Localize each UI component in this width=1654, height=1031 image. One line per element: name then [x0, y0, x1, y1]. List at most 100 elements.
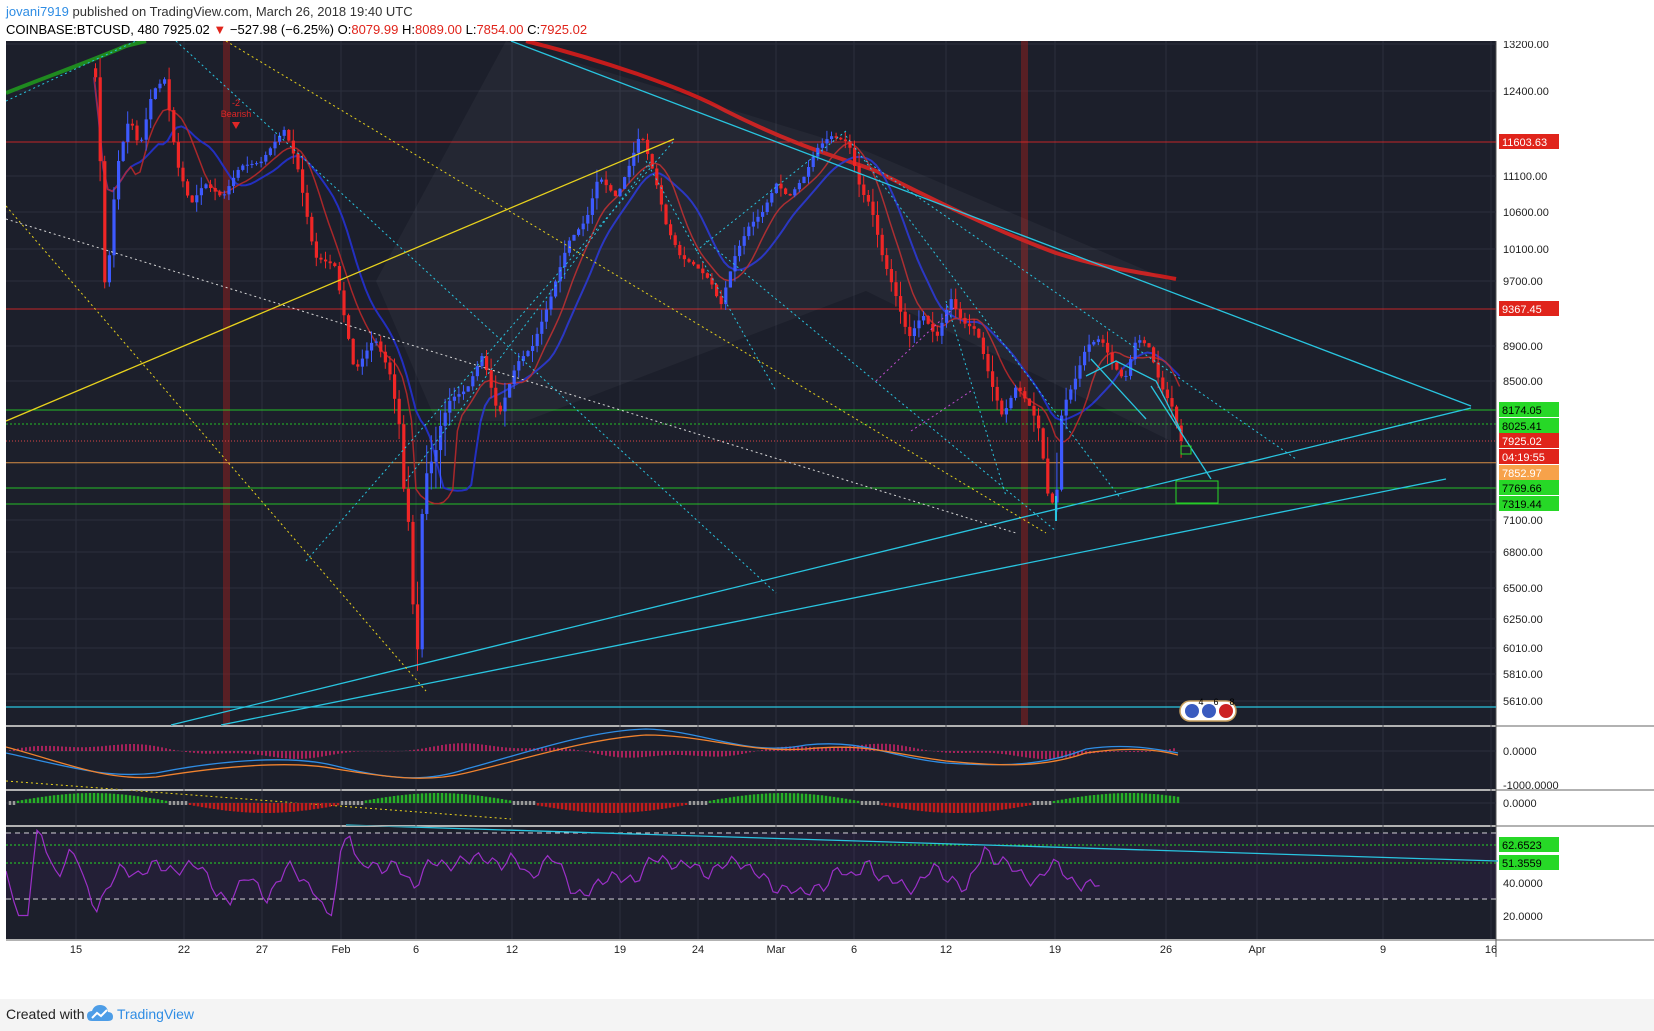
- cyan-dotted-fan-9: [945, 300, 1007, 497]
- candle-235: [1175, 406, 1179, 426]
- magenta-dotted-2: [910, 390, 972, 432]
- published-text: published on TradingView.com, March 26, …: [68, 4, 413, 19]
- shaded-region: [376, 41, 1171, 441]
- candle-198: [1004, 408, 1008, 415]
- candle-139: [733, 256, 737, 272]
- highlight-band-0: [223, 41, 230, 725]
- momentum-neutral-bars: [8, 801, 1052, 805]
- candle-52: [333, 263, 337, 267]
- price-axis-label-0: 13200.00: [1503, 41, 1549, 51]
- macd-axis-label-0: 0.0000: [1503, 746, 1537, 758]
- time-label-5: 12: [506, 944, 518, 956]
- candle-97: [540, 321, 544, 334]
- candle-56: [351, 338, 355, 365]
- candle-12: [149, 98, 153, 120]
- candle-11: [144, 119, 148, 140]
- candle-147: [770, 193, 774, 203]
- candle-62: [379, 341, 383, 352]
- candle-197: [1000, 400, 1004, 415]
- candle-153: [797, 183, 801, 190]
- candle-105: [577, 229, 581, 235]
- momentum-axis-label-0: 0.0000: [1503, 798, 1537, 810]
- candle-205: [1037, 415, 1041, 429]
- cyan-ascending-trend-2: [220, 478, 1447, 726]
- rsi-trendline: [345, 824, 1499, 862]
- price-axis-label-6: 8900.00: [1503, 341, 1543, 353]
- price-label-box-7: [1499, 480, 1559, 495]
- candle-89: [503, 397, 507, 412]
- price-axis-label-11: 6250.00: [1503, 614, 1543, 626]
- high-label: H:: [401, 22, 415, 37]
- candle-53: [337, 266, 341, 291]
- down-arrow-icon: ▼: [213, 22, 227, 37]
- candle-48: [314, 241, 318, 258]
- candle-109: [595, 181, 599, 199]
- candle-26: [213, 188, 217, 192]
- candle-181: [926, 316, 930, 324]
- tradingview-cloud-icon: [87, 1005, 113, 1021]
- candle-20: [186, 181, 190, 196]
- candle-118: [636, 138, 640, 153]
- candle-136: [719, 296, 723, 305]
- price-label-7: 7769.66: [1502, 483, 1542, 495]
- candle-94: [526, 351, 530, 357]
- candle-28: [222, 194, 226, 196]
- rsi-axis-label-0: 62.6523: [1502, 840, 1542, 852]
- candle-145: [761, 212, 765, 217]
- close-label: C:: [527, 22, 541, 37]
- rsi-axis-label-1: 51.3559: [1502, 858, 1542, 870]
- event-count-a: 4: [1198, 697, 1203, 707]
- candle-158: [820, 143, 824, 148]
- candle-208: [1050, 493, 1054, 503]
- candle-110: [600, 179, 604, 182]
- macd-pane: [6, 727, 1496, 789]
- candle-41: [282, 129, 286, 136]
- candle-193: [981, 337, 985, 354]
- candle-169: [871, 201, 875, 215]
- candle-232: [1161, 377, 1165, 390]
- candle-36: [259, 161, 263, 164]
- cyan-dotted-1: [5, 40, 137, 102]
- time-label-7: 24: [692, 944, 704, 956]
- candle-43: [291, 140, 295, 154]
- price-label-box-2: [1499, 402, 1559, 417]
- candle-8: [130, 123, 134, 126]
- candle-122: [655, 168, 659, 186]
- tradingview-brand-link[interactable]: TradingView: [117, 1006, 195, 1022]
- price-chart[interactable]: 15 22 27 Feb 6 12 19 24 Mar 6 12 19 26 Apr 9 16 13200.00…: [5, 39, 1654, 999]
- candle-201: [1018, 387, 1022, 392]
- candle-98: [544, 309, 548, 322]
- rsi-axis-label-3: 20.0000: [1503, 911, 1543, 923]
- yellow-ascending-line: [5, 138, 675, 422]
- chart-area[interactable]: 15 22 27 Feb 6 12 19 24 Mar 6 12 19 26 Apr 9 16 13200.00…: [5, 39, 1654, 999]
- candle-234: [1170, 398, 1174, 407]
- candle-80: [462, 391, 466, 395]
- candle-83: [475, 366, 479, 377]
- candle-24: [204, 184, 208, 189]
- author-link[interactable]: jovani7919: [6, 4, 69, 19]
- candle-227: [1138, 340, 1142, 343]
- ma-red-line: [93, 77, 1181, 505]
- price-label-box-0: [1499, 134, 1559, 149]
- cyan-dotted-fan-6: [845, 135, 1122, 500]
- candle-71: [420, 513, 424, 650]
- momentum-positive-bars: [16, 793, 1180, 803]
- candle-148: [774, 183, 778, 194]
- candle-177: [908, 326, 912, 337]
- candle-210: [1060, 415, 1064, 490]
- candle-149: [779, 183, 783, 189]
- candle-38: [268, 148, 272, 155]
- chart-header: jovani7919 published on TradingView.com,…: [0, 0, 1654, 40]
- candle-141: [742, 236, 746, 246]
- price-label-box-6: [1499, 465, 1559, 480]
- candle-126: [673, 235, 677, 245]
- candle-189: [963, 317, 967, 324]
- candle-233: [1165, 389, 1169, 399]
- candle-123: [659, 185, 663, 205]
- cyan-dotted-fan-7: [865, 160, 1297, 460]
- price-label-box-1: [1499, 301, 1559, 316]
- candle-173: [889, 269, 893, 283]
- target-box-small: [1180, 445, 1192, 455]
- rsi-label-box-1: [1499, 855, 1559, 870]
